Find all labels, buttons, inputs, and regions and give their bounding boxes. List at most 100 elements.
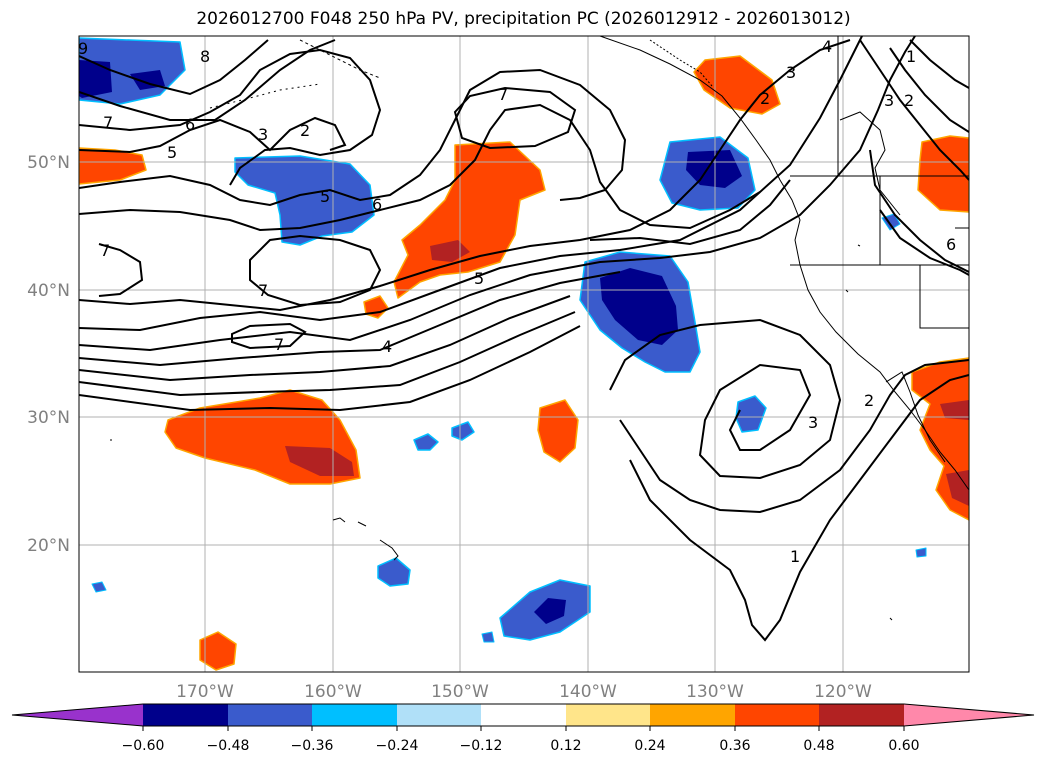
colorbar-min-arrow [12,704,143,726]
contour-label: 7 [258,281,268,300]
precip-positive-core [285,446,354,476]
pv-contour [889,47,969,133]
pv-contour [79,39,269,96]
lon-label: 150°W [431,682,489,702]
longitude-labels: 170°W 160°W 150°W 140°W 130°W 120°W [176,682,872,702]
precip-negative-area [91,581,107,593]
colorbar-tick-label: −0.36 [291,738,334,754]
pv-contour [869,149,969,273]
pv-contour [79,68,627,207]
pv-contour [79,271,621,367]
colorbar-tick-label: −0.60 [122,738,165,754]
figure-title: 2026012700 F048 250 hPa PV, precipitatio… [196,9,851,29]
precip-positive-area [79,147,147,185]
precip-positive-area [393,141,546,299]
pv-contour [629,374,969,642]
contour-label: 7 [100,241,110,260]
contour-label: 6 [946,235,956,254]
contour-label: 7 [498,85,508,104]
colorbar: −0.60 −0.48 −0.36 −0.24 −0.12 0.12 0.24 … [11,703,1035,754]
precip-positive-area [917,135,969,213]
colorbar-tick-label: 0.60 [888,738,919,754]
colorbar-tick-label: 0.48 [803,738,834,754]
contour-label: 7 [103,113,113,132]
colorbar-segment [143,704,228,726]
contour-label: 8 [200,47,210,66]
lon-label: 170°W [176,682,234,702]
colorbar-tick-label: 0.12 [550,738,581,754]
pv-contour [249,234,382,307]
precip-positive-area [199,631,237,671]
contour-label: 1 [906,47,916,66]
colorbar-tick-label: −0.24 [376,738,419,754]
contour-label: 2 [904,91,914,110]
colorbar-segment [819,704,904,726]
lon-label: 140°W [559,682,617,702]
pv-contour-labels: 9 8 7 6 5 3 2 5 6 7 7 7 5 4 7 4 2 3 1 2 … [78,37,956,566]
precip-negative-core [534,598,566,624]
contour-label: 1 [790,547,800,566]
pv-contour [859,39,969,181]
map-frame [78,35,970,673]
pv-contour [79,39,336,121]
colorbar-tick-label: −0.48 [207,738,250,754]
contour-label: 7 [274,335,284,354]
contour-label: 3 [258,125,268,144]
pv-contour [879,209,969,276]
lon-label: 130°W [686,682,744,702]
graticule [79,36,969,672]
pv-contour [619,359,969,514]
colorbar-segment [566,704,650,726]
colorbar-tick-label: 0.24 [634,738,665,754]
colorbar-segment [481,704,566,726]
contour-label: 9 [78,39,88,58]
contour-label: 3 [786,63,796,82]
pv-contour [589,179,791,246]
precip-negative-area [234,155,375,246]
colorbar-segment [312,704,397,726]
contour-label: 2 [300,121,310,140]
colorbar-max-arrow [904,704,1034,726]
colorbar-segment [228,704,312,726]
pv-contour [79,36,863,332]
pv-contour [79,311,576,397]
contour-label: 2 [864,391,874,410]
pv-contour [79,295,571,382]
lat-label: 40°N [27,281,70,301]
contour-label: 6 [372,195,382,214]
pv-contour [79,39,851,312]
precip-negative-area [451,421,475,441]
precip-negative-area [481,631,495,643]
pv-contour [609,318,842,480]
pv-contour [98,243,144,297]
contour-label: 5 [320,187,330,206]
pv-contour [231,322,307,350]
contour-label: 4 [382,337,392,356]
contour-label: 5 [474,269,484,288]
contour-label: 6 [185,115,195,134]
lat-label: 20°N [27,536,70,556]
colorbar-segment [397,704,481,726]
lon-label: 160°W [304,682,362,702]
precip-negative-area [413,433,439,451]
coastlines [110,36,969,621]
pv-contour [453,86,577,150]
colorbar-tick-label: −0.12 [460,738,503,754]
precip-negative-core [79,60,165,98]
contour-label: 3 [808,413,818,432]
precip-negative-area [915,547,927,558]
lat-label: 50°N [27,153,70,173]
pv-contour [79,116,347,154]
pv-contour [79,48,382,186]
pv-contour [79,325,581,412]
colorbar-segment [735,704,819,726]
pv-contour [909,39,969,89]
pv-contour [79,36,916,352]
colorbar-tick-label: 0.36 [719,738,750,754]
precip-negative-core [600,268,678,345]
pv-contours [79,36,969,642]
lat-label: 30°N [27,408,70,428]
contour-label: 2 [760,89,770,108]
lon-label: 120°W [814,682,872,702]
